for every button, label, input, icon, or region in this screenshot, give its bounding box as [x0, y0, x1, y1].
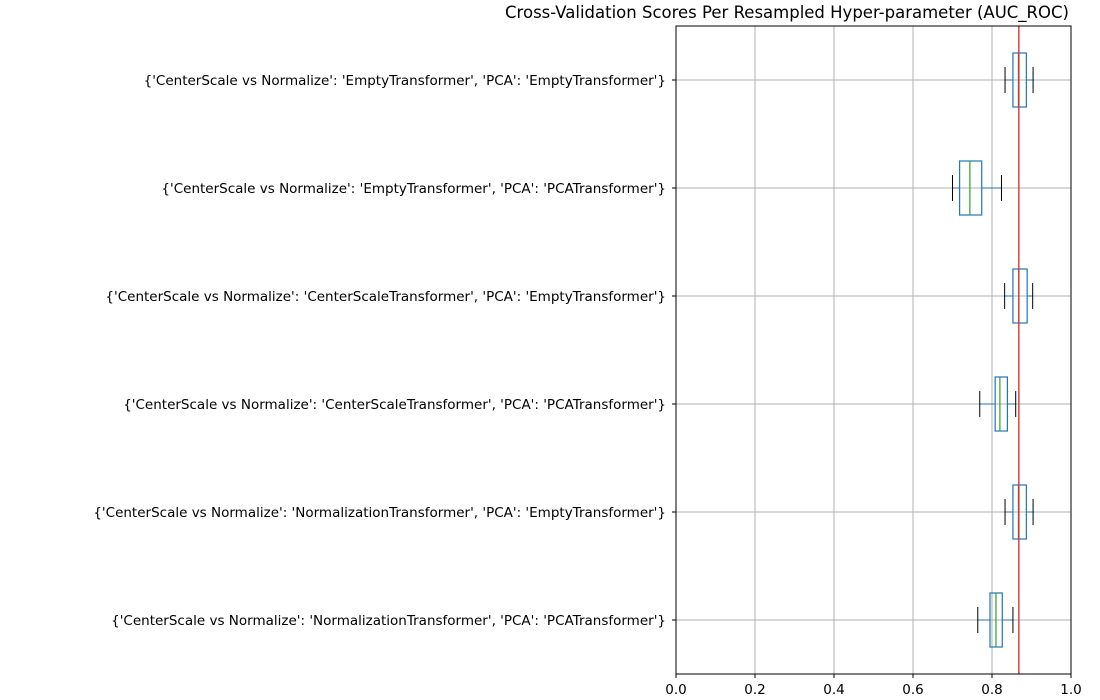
- x-axis: 0.0 0.2 0.4 0.6 0.8 1.0: [665, 674, 1082, 698]
- box-iqr: [1012, 484, 1027, 540]
- x-tick-label: 0.0: [665, 682, 686, 698]
- highlighted-category-label: {'CenterScale vs Normalize': 'CenterScal…: [105, 289, 666, 305]
- x-tick-label: 0.6: [902, 682, 923, 698]
- x-tick-label: 1.0: [1060, 682, 1081, 698]
- category-label: {'CenterScale vs Normalize': 'Normalizat…: [111, 613, 666, 629]
- chart-title: Cross-Validation Scores Per Resampled Hy…: [505, 3, 1069, 23]
- box-iqr: [1012, 52, 1027, 108]
- category-label: {'CenterScale vs Normalize': 'Normalizat…: [93, 505, 666, 521]
- box-series: [952, 52, 1034, 648]
- grid-lines: [675, 26, 1072, 674]
- x-tick-label: 0.8: [981, 682, 1002, 698]
- box-plot-item: [977, 592, 1014, 648]
- box-plot-item: [979, 376, 1017, 432]
- category-label: {'CenterScale vs Normalize': 'CenterScal…: [123, 397, 666, 413]
- box-iqr: [1012, 268, 1028, 324]
- box-iqr: [994, 376, 1009, 432]
- x-tick-label: 0.2: [744, 682, 765, 698]
- category-label: {'CenterScale vs Normalize': 'EmptyTrans…: [161, 181, 666, 197]
- box-iqr: [959, 160, 983, 216]
- y-axis-category-labels: {'CenterScale vs Normalize': 'EmptyTrans…: [93, 73, 676, 629]
- box-plot-item: [952, 160, 1002, 216]
- category-label: {'CenterScale vs Normalize': 'EmptyTrans…: [144, 73, 666, 89]
- plot-area-frame: [675, 25, 1072, 675]
- x-tick-label: 0.4: [823, 682, 844, 698]
